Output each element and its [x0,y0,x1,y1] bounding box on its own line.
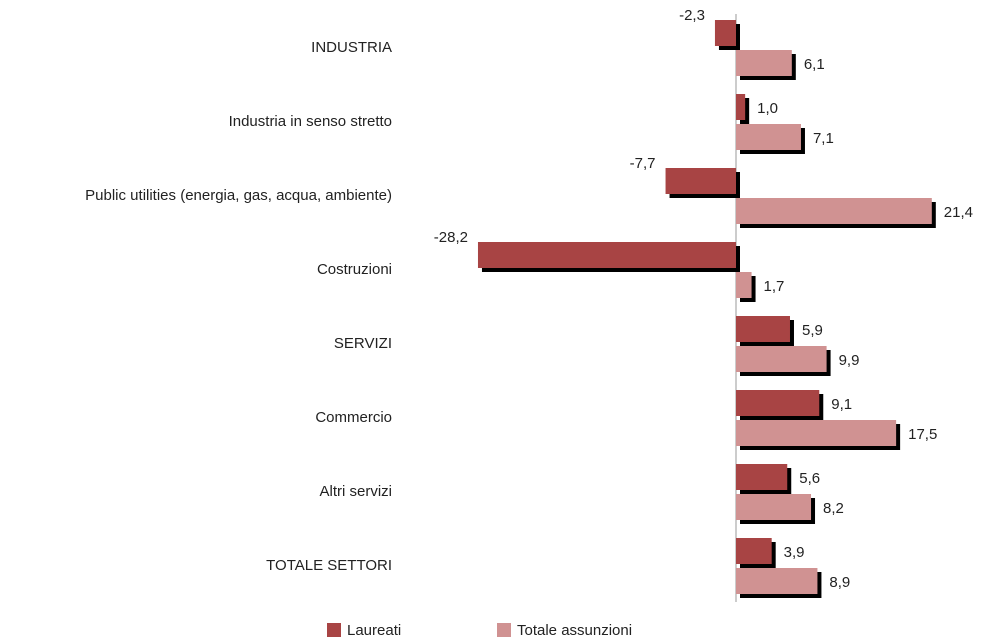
bar [736,346,827,372]
value-label: 8,2 [823,500,844,517]
bar [736,316,790,342]
category-label: Public utilities (energia, gas, acqua, a… [85,187,392,204]
bar [736,50,792,76]
legend-swatch [497,623,511,637]
value-label: 5,6 [799,470,820,487]
bar [736,568,818,594]
legend-label: Laureati [347,622,401,639]
value-label: 1,7 [764,278,785,295]
category-label: Costruzioni [317,261,392,278]
bar [736,390,820,416]
value-label: 21,4 [944,204,973,221]
bar [736,272,752,298]
bar [736,464,788,490]
bar [736,124,801,150]
value-label: -2,3 [679,7,705,24]
bar [736,538,772,564]
value-label: -7,7 [630,155,656,172]
value-label: 7,1 [813,130,834,147]
value-label: 1,0 [757,100,778,117]
category-label: Commercio [315,409,392,426]
value-label: 8,9 [829,574,850,591]
value-label: 6,1 [804,56,825,73]
bar [714,20,736,46]
bar [736,198,932,224]
value-label: -28,2 [434,229,468,246]
bar [477,242,736,268]
value-label: 5,9 [802,322,823,339]
value-label: 9,9 [839,352,860,369]
bar [736,494,812,520]
value-label: 9,1 [831,396,852,413]
bar [736,420,897,446]
value-label: 3,9 [784,544,805,561]
value-label: 17,5 [908,426,937,443]
category-label: Industria in senso stretto [229,113,392,130]
category-label: Altri servizi [319,483,392,500]
category-label: TOTALE SETTORI [266,557,392,574]
bar [736,94,746,120]
category-label: INDUSTRIA [311,39,392,56]
legend-swatch [327,623,341,637]
legend-label: Totale assunzioni [517,622,632,639]
category-label: SERVIZI [334,335,392,352]
bar [665,168,736,194]
